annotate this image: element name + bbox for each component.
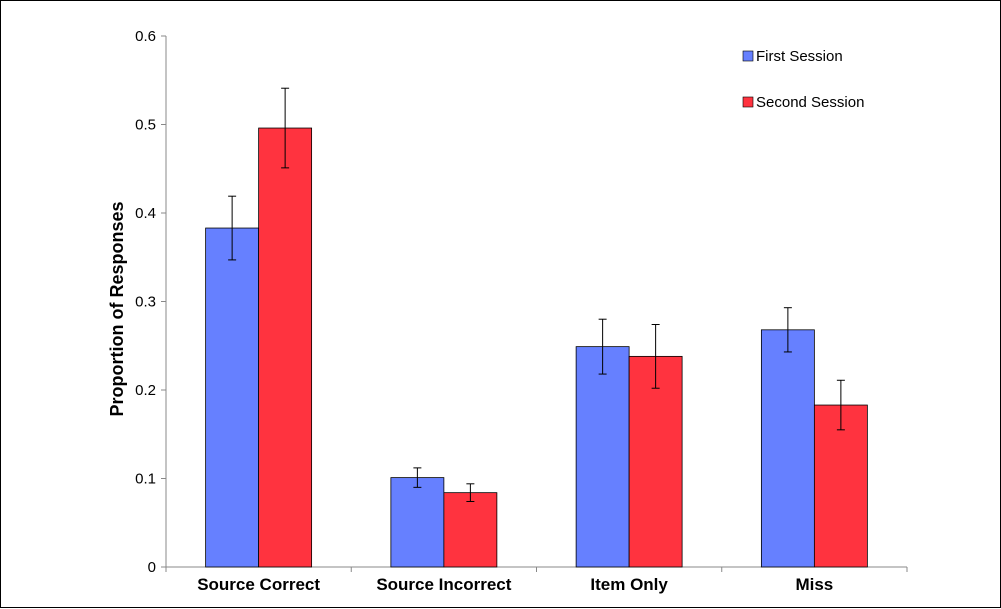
bar (443, 492, 498, 568)
y-tick-label: 0.1 (135, 471, 156, 488)
bar (205, 227, 260, 568)
x-category-label: Item Only (590, 575, 668, 594)
y-axis-title: Proportion of Responses (107, 201, 127, 416)
bar (390, 477, 445, 568)
x-category-labels: Source Correct Source Incorrect Item Only M… (197, 575, 833, 594)
x-category-label: Source Incorrect (376, 575, 511, 594)
legend-label: Second Session (756, 94, 864, 111)
x-category-label: Miss (795, 575, 833, 594)
bar (628, 355, 683, 568)
y-tick-label: 0.5 (135, 117, 156, 134)
bar (760, 329, 815, 568)
legend-swatch (742, 50, 754, 62)
legend: First Session Second Session (742, 48, 864, 111)
legend-swatch (742, 96, 754, 108)
error-bars (228, 87, 845, 503)
y-ticks: 0 0.1 0.2 0.3 0.4 0.5 0.6 (135, 28, 166, 576)
y-tick-label: 0.6 (135, 28, 156, 45)
y-tick-label: 0 (148, 559, 156, 576)
y-tick-label: 0.4 (135, 205, 156, 222)
y-tick-label: 0.3 (135, 294, 156, 311)
bar (575, 346, 630, 568)
x-category-label: Source Correct (197, 575, 320, 594)
bar (813, 404, 868, 568)
y-tick-label: 0.2 (135, 382, 156, 399)
legend-label: First Session (756, 48, 843, 65)
bar (258, 127, 313, 568)
bars (205, 127, 868, 568)
